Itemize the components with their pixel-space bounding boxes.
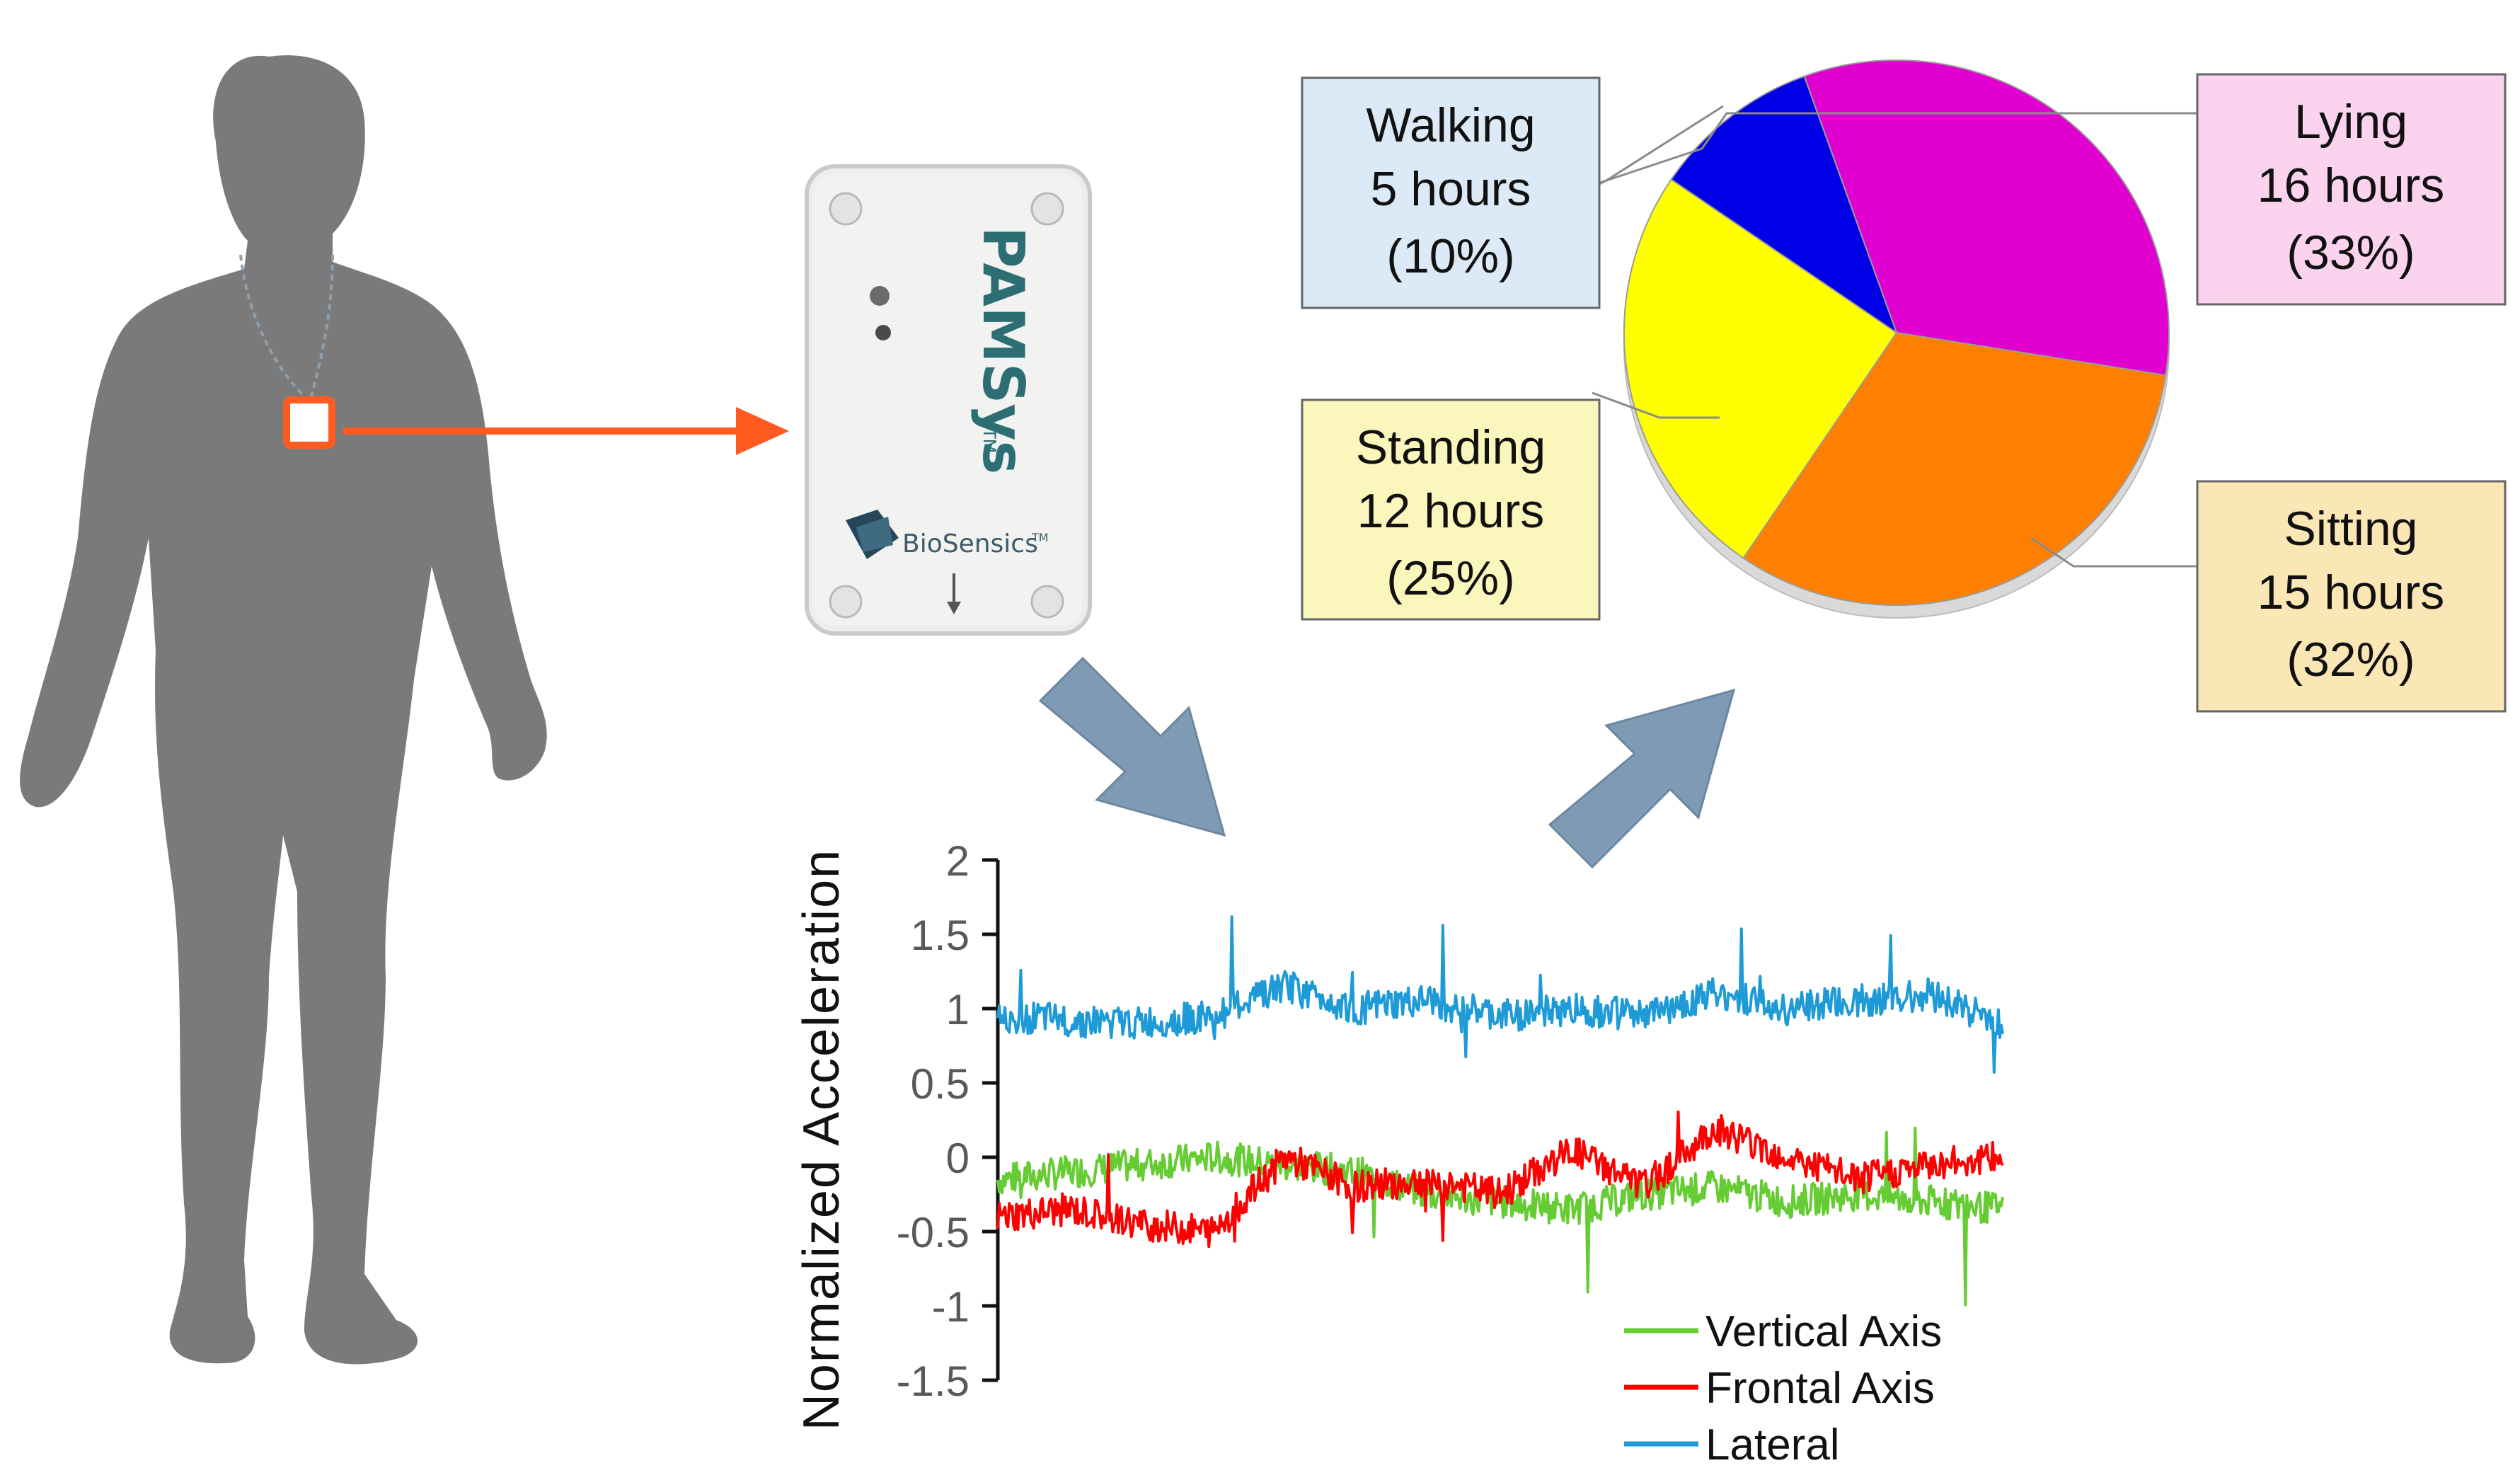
callout-lying-hours: 16 hours [2257, 159, 2445, 212]
callout-sitting-percent: (32%) [2286, 633, 2415, 687]
chart-legend: Vertical Axis Frontal Axis Lateral [1624, 1307, 1942, 1469]
legend-label-vertical_axis: Vertical Axis [1705, 1307, 1942, 1356]
series-line-frontal_axis [996, 1110, 2004, 1249]
device-brand: PAMSys [970, 226, 1036, 474]
y-tick-label: 1 [946, 986, 970, 1033]
callout-sitting-label: Sitting [2284, 502, 2418, 556]
y-tick-label: -0.5 [897, 1209, 970, 1256]
steel-arrow-down [1038, 656, 1226, 837]
leader-lying [1599, 105, 1724, 185]
biosensics-logo-icon [846, 510, 899, 559]
callout-standing: Standing 12 hours (25%) [1301, 398, 1601, 621]
pie-leader-lines [1592, 105, 2201, 568]
legend-label-frontal_axis: Frontal Axis [1705, 1364, 1935, 1413]
callout-sitting-box [2196, 480, 2507, 713]
callout-walking: Walking 5 hours (10%) [1301, 76, 1601, 309]
chart-y-axis [982, 858, 1000, 1382]
red-arrow-head [736, 407, 789, 455]
device-led [870, 286, 890, 306]
human-silhouette [20, 55, 547, 1365]
series-line-vertical_axis [996, 1126, 2004, 1307]
lanyard [239, 254, 334, 398]
callout-lying-box [2196, 73, 2507, 306]
callout-standing-hours: 12 hours [1357, 484, 1545, 538]
leader-standing [1592, 391, 1720, 419]
callout-walking-hours: 5 hours [1371, 162, 1531, 216]
device-screw-bottom-left [829, 585, 863, 619]
series-line-lateral_axis [996, 915, 2004, 1074]
steel-arrow-up [1548, 688, 1736, 869]
pie-slice-sitting [1742, 331, 2167, 606]
callout-standing-label: Standing [1356, 420, 1546, 474]
leader-sitting [2030, 537, 2197, 568]
activity-pie-chart [1623, 59, 2170, 619]
y-tick-label: 0.5 [911, 1060, 970, 1108]
pie-slice-standing [1623, 178, 1898, 559]
callout-walking-label: Walking [1366, 98, 1535, 152]
device-screw-top-right [1030, 192, 1064, 226]
pie-slice-walking [1670, 75, 1898, 335]
callout-lying-percent: (33%) [2286, 226, 2415, 280]
sensor-marker [283, 396, 335, 449]
pamsys-device: PAMSys TM BioSensics TM [805, 164, 1092, 636]
callout-walking-box [1301, 76, 1601, 309]
chart-series [996, 915, 2004, 1307]
y-tick-label: 1.5 [911, 912, 970, 959]
legend-label-lateral_axis: Lateral [1705, 1421, 1840, 1469]
acceleration-chart: Normalized Acceleration 2 1.5 1 0.5 0 -0.5 -1 -… [793, 837, 2004, 1469]
callout-standing-box [1301, 398, 1601, 621]
device-brand-tm: TM [979, 428, 999, 453]
leader-walking [1595, 112, 2201, 185]
device-maker: BioSensics [902, 529, 1038, 558]
y-tick-label: -1 [932, 1283, 970, 1331]
chart-ylabel: Normalized Acceleration [793, 849, 850, 1430]
callout-sitting: Sitting 15 hours (32%) [2196, 480, 2507, 713]
y-tick-label: -1.5 [897, 1358, 970, 1405]
silhouette-body [20, 55, 547, 1365]
device-button [875, 325, 891, 340]
callout-walking-percent: (10%) [1386, 229, 1514, 283]
callout-standing-percent: (25%) [1386, 551, 1514, 605]
callout-sitting-hours: 15 hours [2257, 566, 2445, 619]
device-screw-bottom-right [1030, 585, 1064, 619]
pie-slice-lying [1803, 59, 2170, 377]
device-maker-tm: TM [1031, 531, 1049, 544]
callout-lying-label: Lying [2294, 95, 2407, 149]
y-tick-label: 2 [946, 837, 970, 885]
device-screw-top-left [829, 192, 863, 226]
red-arrow [343, 407, 789, 455]
y-tick-label: 0 [946, 1135, 970, 1182]
chart-y-tick-labels: 2 1.5 1 0.5 0 -0.5 -1 -1.5 [897, 837, 970, 1405]
callout-lying: Lying 16 hours (33%) [2196, 73, 2507, 306]
